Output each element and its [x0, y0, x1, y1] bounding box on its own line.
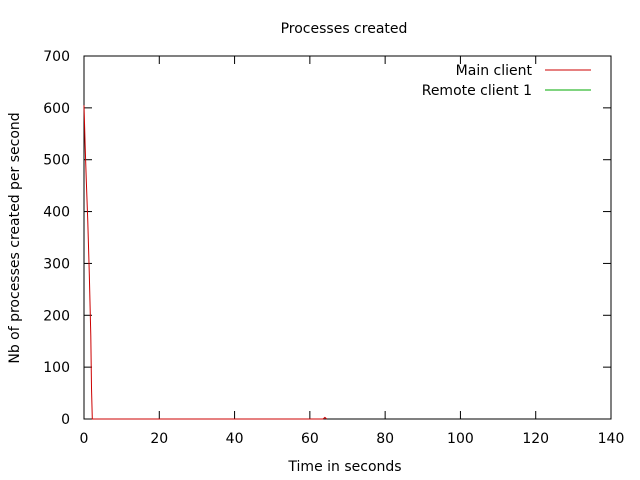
y-tick-label: 300	[43, 256, 70, 272]
legend-label: Main client	[456, 63, 533, 79]
y-tick-label: 500	[43, 153, 70, 169]
axis-ticks: 0 20 40 60 80 100 120 140 0 100 200 300 400 500 600 700	[43, 49, 624, 447]
x-tick-label: 80	[376, 431, 394, 447]
y-tick-label: 700	[43, 49, 70, 65]
y-tick-label: 200	[43, 308, 70, 324]
y-tick-label: 0	[61, 412, 70, 428]
series-layer	[83, 105, 328, 420]
series-line-0	[83, 105, 328, 420]
x-tick-label: 0	[80, 431, 89, 447]
x-tick-label: 40	[226, 431, 244, 447]
x-tick-label: 60	[301, 431, 319, 447]
plot-frame	[83, 55, 612, 420]
x-tick-label: 120	[522, 431, 549, 447]
y-tick-label: 100	[43, 360, 70, 376]
legend: Main client Remote client 1	[422, 63, 591, 99]
x-tick-label: 140	[598, 431, 625, 447]
x-tick-label: 20	[150, 431, 168, 447]
y-axis-label: Nb of processes created per second	[7, 112, 23, 363]
y-tick-label: 400	[43, 205, 70, 221]
x-tick-label: 100	[447, 431, 474, 447]
chart-title: Processes created	[281, 21, 408, 37]
x-axis-label: Time in seconds	[287, 459, 401, 475]
y-tick-label: 600	[43, 101, 70, 117]
legend-label: Remote client 1	[422, 83, 532, 99]
